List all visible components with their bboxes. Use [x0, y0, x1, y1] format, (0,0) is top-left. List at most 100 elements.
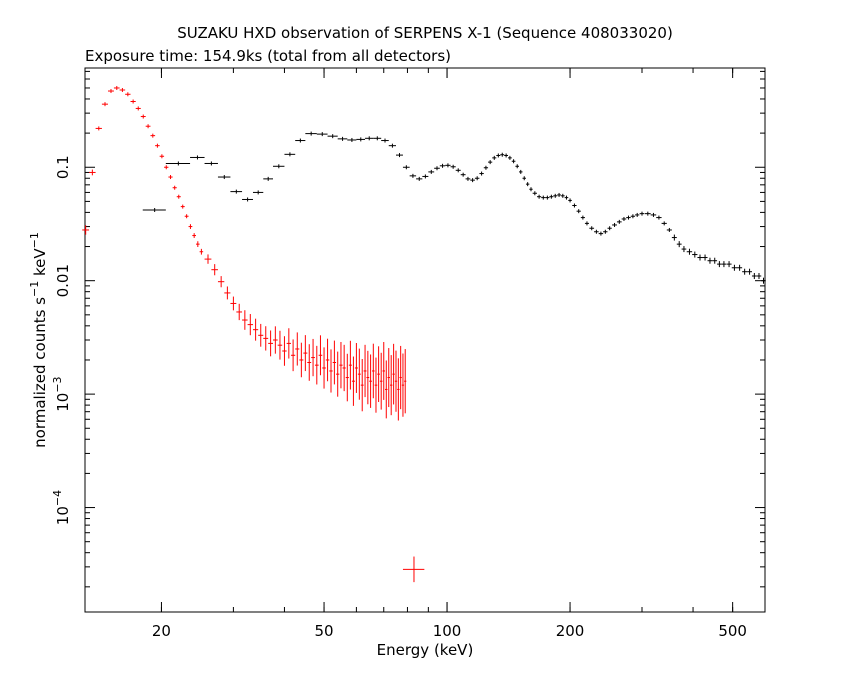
data-point [557, 192, 561, 197]
data-point [402, 556, 425, 583]
data-point [142, 207, 166, 212]
data-point [717, 261, 722, 268]
data-point [303, 335, 308, 372]
data-point [295, 138, 306, 143]
data-point [422, 174, 429, 179]
data-point [89, 169, 96, 176]
data-point [101, 102, 109, 107]
x-tick-label: 100 [433, 622, 462, 640]
data-point [82, 225, 90, 235]
data-point [316, 132, 328, 137]
x-tick-label: 500 [718, 622, 747, 640]
y-tick-label-base: 10 [54, 393, 72, 412]
data-point [140, 114, 146, 119]
data-point [428, 169, 435, 174]
data-point [365, 136, 374, 141]
data-point [252, 190, 264, 195]
data-point [192, 233, 197, 238]
data-point [399, 345, 402, 410]
data-point [388, 143, 396, 148]
data-point [500, 152, 505, 157]
data-point [639, 211, 645, 216]
data-point [311, 338, 315, 377]
data-point [572, 203, 577, 208]
data-point [568, 198, 572, 203]
data-point [686, 248, 693, 255]
data-point [584, 221, 589, 226]
data-point [488, 160, 493, 165]
data-point [445, 163, 451, 168]
data-point [737, 264, 743, 271]
data-point [374, 357, 378, 413]
data-point [532, 191, 537, 196]
data-point [656, 215, 662, 220]
data-point [630, 214, 636, 219]
data-point [180, 204, 185, 209]
series-red [82, 85, 425, 583]
data-point [564, 195, 569, 200]
data-point [236, 303, 243, 321]
data-point [626, 215, 631, 220]
data-point [263, 326, 269, 351]
y-axis-label: normalized counts s−1 keV−1 [28, 232, 49, 448]
data-point [336, 351, 340, 397]
data-point [492, 155, 497, 160]
data-point [589, 226, 595, 231]
data-point [742, 268, 748, 275]
data-point [258, 323, 264, 347]
data-point [286, 328, 291, 359]
data-point [416, 176, 423, 181]
data-point [125, 92, 131, 97]
data-point [681, 246, 687, 253]
data-point [483, 165, 489, 170]
data-point [217, 175, 231, 180]
data-point [541, 195, 546, 200]
data-point [172, 185, 177, 190]
data-point [460, 172, 466, 177]
y-tick-label: 0.01 [54, 264, 72, 297]
data-point [522, 176, 526, 181]
data-point [387, 348, 390, 408]
data-point [676, 241, 682, 248]
data-point [560, 193, 565, 198]
data-point [671, 234, 677, 241]
data-point [354, 343, 358, 393]
data-point [580, 215, 585, 220]
data-point [379, 352, 383, 410]
data-point [345, 353, 349, 402]
x-axis-label: Energy (keV) [377, 641, 474, 659]
data-point [119, 87, 126, 92]
data-point [284, 152, 296, 157]
data-point [230, 189, 243, 194]
data-point [204, 254, 212, 264]
data-point [108, 89, 114, 94]
data-point [553, 193, 558, 198]
data-point [351, 356, 355, 406]
data-point [242, 310, 248, 330]
data-point [397, 358, 400, 421]
data-point [327, 134, 338, 139]
data-point [295, 332, 300, 366]
data-point [751, 272, 757, 279]
data-point [145, 124, 151, 129]
data-point [176, 194, 181, 199]
data-point [607, 226, 612, 231]
data-point [392, 343, 395, 405]
data-point [594, 229, 599, 234]
data-point [470, 178, 475, 183]
data-point [247, 314, 253, 336]
data-point [347, 137, 357, 142]
data-point [434, 166, 440, 171]
data-point [439, 163, 446, 168]
data-point [504, 153, 509, 158]
data-point [373, 136, 382, 141]
data-point [211, 264, 218, 276]
data-point [272, 326, 278, 354]
data-point [348, 340, 352, 390]
y-tick-label-base: 10 [54, 506, 72, 525]
data-point [155, 143, 160, 148]
data-point [702, 254, 708, 261]
data-point [621, 216, 627, 221]
